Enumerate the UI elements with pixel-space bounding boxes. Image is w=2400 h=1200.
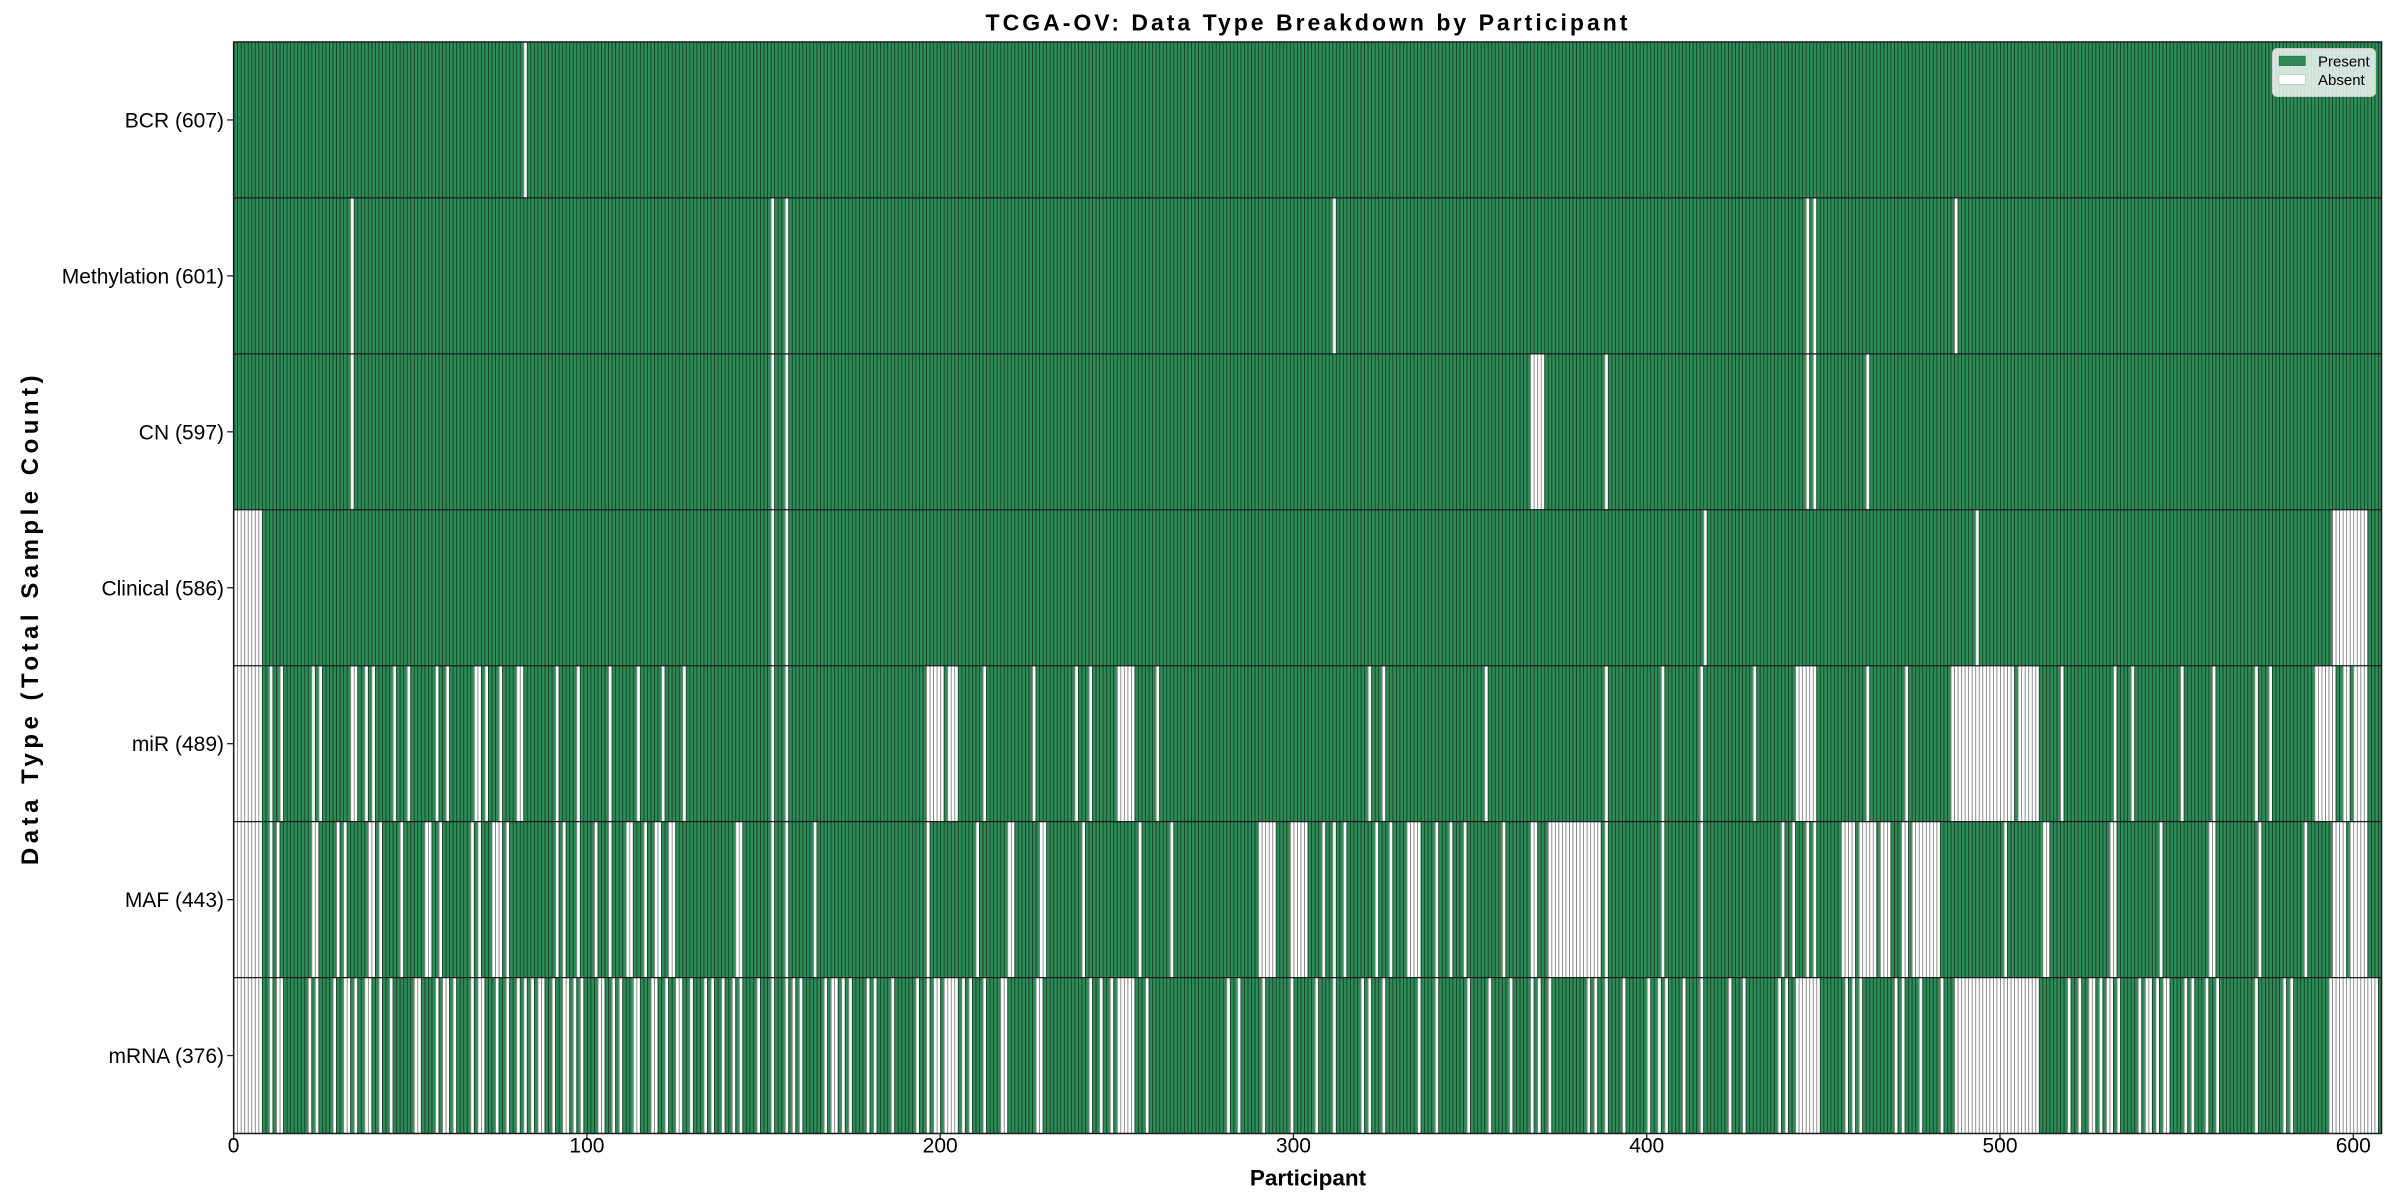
svg-text:Clinical (586): Clinical (586) xyxy=(101,577,224,600)
svg-text:Present: Present xyxy=(2318,53,2371,70)
svg-text:miR (489): miR (489) xyxy=(132,733,224,756)
svg-text:MAF (443): MAF (443) xyxy=(125,889,224,912)
svg-text:Methylation (601): Methylation (601) xyxy=(62,265,224,288)
svg-text:100: 100 xyxy=(569,1135,604,1158)
svg-text:CN (597): CN (597) xyxy=(139,421,224,444)
svg-text:200: 200 xyxy=(923,1135,958,1158)
svg-text:600: 600 xyxy=(2336,1135,2371,1158)
svg-text:400: 400 xyxy=(1629,1135,1664,1158)
svg-text:300: 300 xyxy=(1276,1135,1311,1158)
svg-text:BCR (607): BCR (607) xyxy=(125,109,224,132)
svg-text:0: 0 xyxy=(228,1135,240,1158)
svg-text:Data Type (Total Sample Count): Data Type (Total Sample Count) xyxy=(17,371,44,865)
svg-text:mRNA (376): mRNA (376) xyxy=(108,1045,224,1068)
svg-text:Absent: Absent xyxy=(2318,72,2366,89)
svg-text:500: 500 xyxy=(1982,1135,2017,1158)
svg-text:Participant: Participant xyxy=(1250,1166,1367,1191)
svg-text:TCGA-OV: Data Type Breakdown b: TCGA-OV: Data Type Breakdown by Particip… xyxy=(986,10,1631,36)
